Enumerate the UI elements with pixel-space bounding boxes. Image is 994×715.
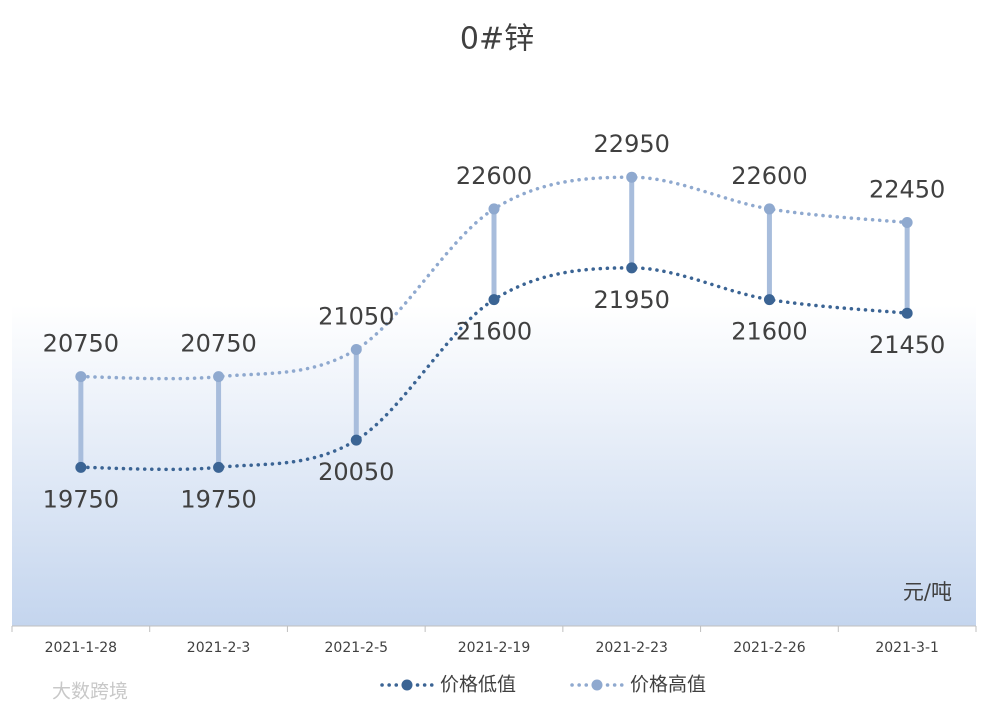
marker [350, 434, 362, 446]
data-label: 22950 [594, 130, 670, 158]
x-tick-label: 2021-2-23 [595, 640, 667, 656]
marker [350, 343, 362, 355]
chart-title: 0#锌 [460, 22, 534, 57]
data-label: 20050 [318, 458, 394, 486]
legend-label: 价格低值 [440, 674, 516, 696]
data-label: 21600 [731, 318, 807, 346]
x-tick-label: 2021-2-19 [458, 640, 530, 656]
marker [75, 371, 87, 383]
data-label: 20750 [43, 330, 119, 358]
marker [626, 171, 638, 183]
data-label: 19750 [43, 485, 119, 513]
data-label: 19750 [180, 485, 256, 513]
marker [75, 461, 87, 473]
marker [901, 217, 913, 229]
unit-label: 元/吨 [903, 580, 952, 604]
data-label: 22600 [456, 162, 532, 190]
data-label: 21050 [318, 302, 394, 330]
x-tick-label: 2021-2-26 [733, 640, 806, 656]
data-label: 22450 [869, 176, 945, 204]
plot-background [12, 305, 976, 626]
x-tick-label: 2021-2-5 [325, 640, 389, 656]
legend-marker [401, 679, 413, 691]
marker [213, 461, 225, 473]
x-tick-label: 2021-3-1 [875, 640, 939, 656]
marker [763, 203, 775, 215]
marker [626, 262, 638, 274]
watermark: 大数跨境 [52, 681, 128, 703]
data-label: 20750 [180, 330, 256, 358]
marker [763, 294, 775, 306]
data-label: 21600 [456, 318, 532, 346]
x-tick-label: 2021-2-3 [187, 640, 251, 656]
data-label: 22600 [731, 162, 807, 190]
legend-marker [591, 679, 603, 691]
marker [213, 371, 225, 383]
data-label: 21950 [594, 286, 670, 314]
legend-label: 价格高值 [630, 674, 706, 696]
data-label: 21450 [869, 331, 945, 359]
marker [488, 294, 500, 306]
marker [901, 307, 913, 319]
marker [488, 203, 500, 215]
x-tick-label: 2021-1-28 [45, 640, 117, 656]
